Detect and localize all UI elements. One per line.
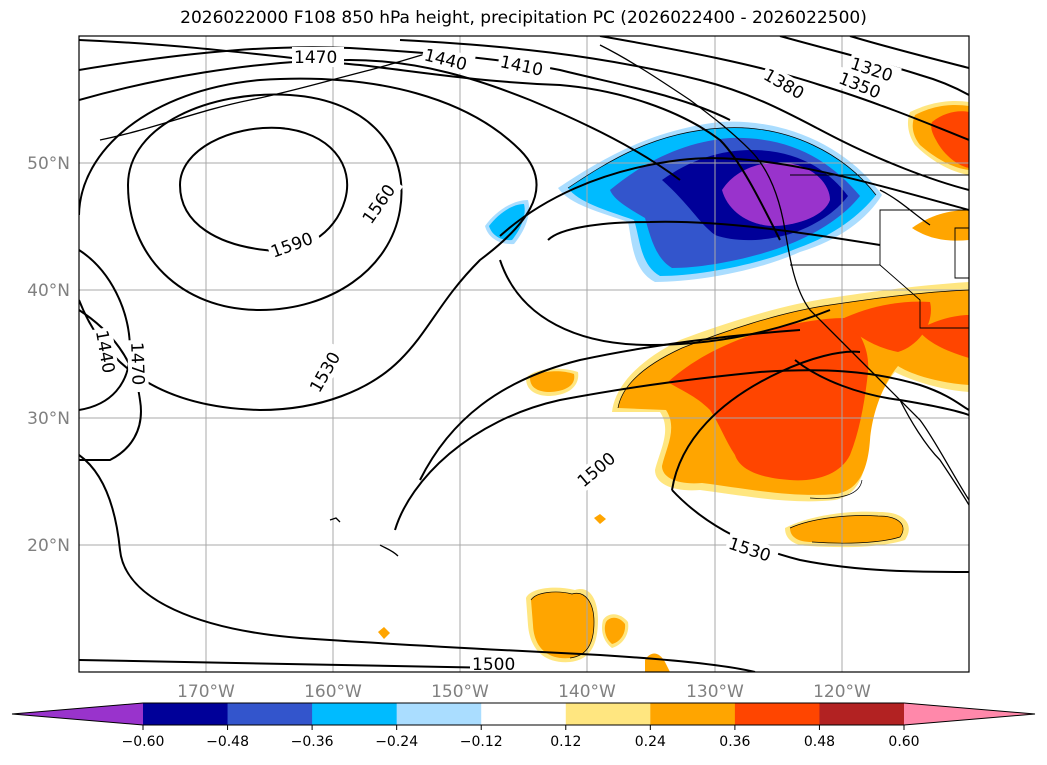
contour-label: 1470 xyxy=(294,48,337,68)
longitude-labels: 170°W 160°W 150°W 140°W 130°W 120°W xyxy=(177,682,871,702)
colorbar-extend-max xyxy=(904,703,1035,725)
colorbar-segment xyxy=(312,703,398,725)
lat-label: 40°N xyxy=(27,281,70,301)
map-title: 2026022000 F108 850 hPa height, precipit… xyxy=(180,8,867,28)
colorbar-segment xyxy=(143,703,229,725)
colorbar-tick-label: −0.12 xyxy=(460,734,503,750)
lon-label: 140°W xyxy=(558,682,616,702)
colorbar-tick-label: −0.24 xyxy=(375,734,418,750)
lon-label: 160°W xyxy=(304,682,362,702)
colorbar: −0.60 −0.48 −0.36 −0.24 −0.12 0.12 0.24 0.36 0.4… xyxy=(11,702,1036,750)
lon-label: 120°W xyxy=(813,682,871,702)
contour-label: 1500 xyxy=(472,655,515,675)
colorbar-tick-label: −0.60 xyxy=(122,734,165,750)
colorbar-segment xyxy=(227,703,313,725)
precip-negative-anomaly xyxy=(485,121,882,282)
colorbar-segment xyxy=(734,703,820,725)
lat-label: 30°N xyxy=(27,409,70,429)
colorbar-tick-label: −0.36 xyxy=(291,734,334,750)
height-contours xyxy=(79,36,969,672)
lon-label: 150°W xyxy=(431,682,489,702)
colorbar-segment xyxy=(481,703,567,725)
colorbar-tick-label: 0.24 xyxy=(635,734,666,750)
colorbar-extend-min xyxy=(12,703,143,725)
lat-label: 20°N xyxy=(27,536,70,556)
latitude-labels: 50°N 40°N 30°N 20°N xyxy=(27,154,70,556)
colorbar-tick-label: 0.60 xyxy=(888,734,919,750)
colorbar-segment xyxy=(565,703,651,725)
colorbar-tick-label: −0.48 xyxy=(206,734,249,750)
lat-label: 50°N xyxy=(27,154,70,174)
precip-outlines xyxy=(530,127,969,659)
colorbar-tick-label: 0.48 xyxy=(804,734,835,750)
colorbar-tick-label: 0.36 xyxy=(719,734,750,750)
map-frame xyxy=(78,35,970,673)
lon-label: 130°W xyxy=(686,682,744,702)
colorbar-segment xyxy=(819,703,905,725)
lon-label: 170°W xyxy=(177,682,235,702)
borders xyxy=(790,174,969,329)
colorbar-tick-label: 0.12 xyxy=(550,734,581,750)
colorbar-segment xyxy=(396,703,482,725)
contour-label: 1470 xyxy=(126,342,147,386)
coastlines xyxy=(99,44,969,557)
colorbar-segment xyxy=(650,703,736,725)
